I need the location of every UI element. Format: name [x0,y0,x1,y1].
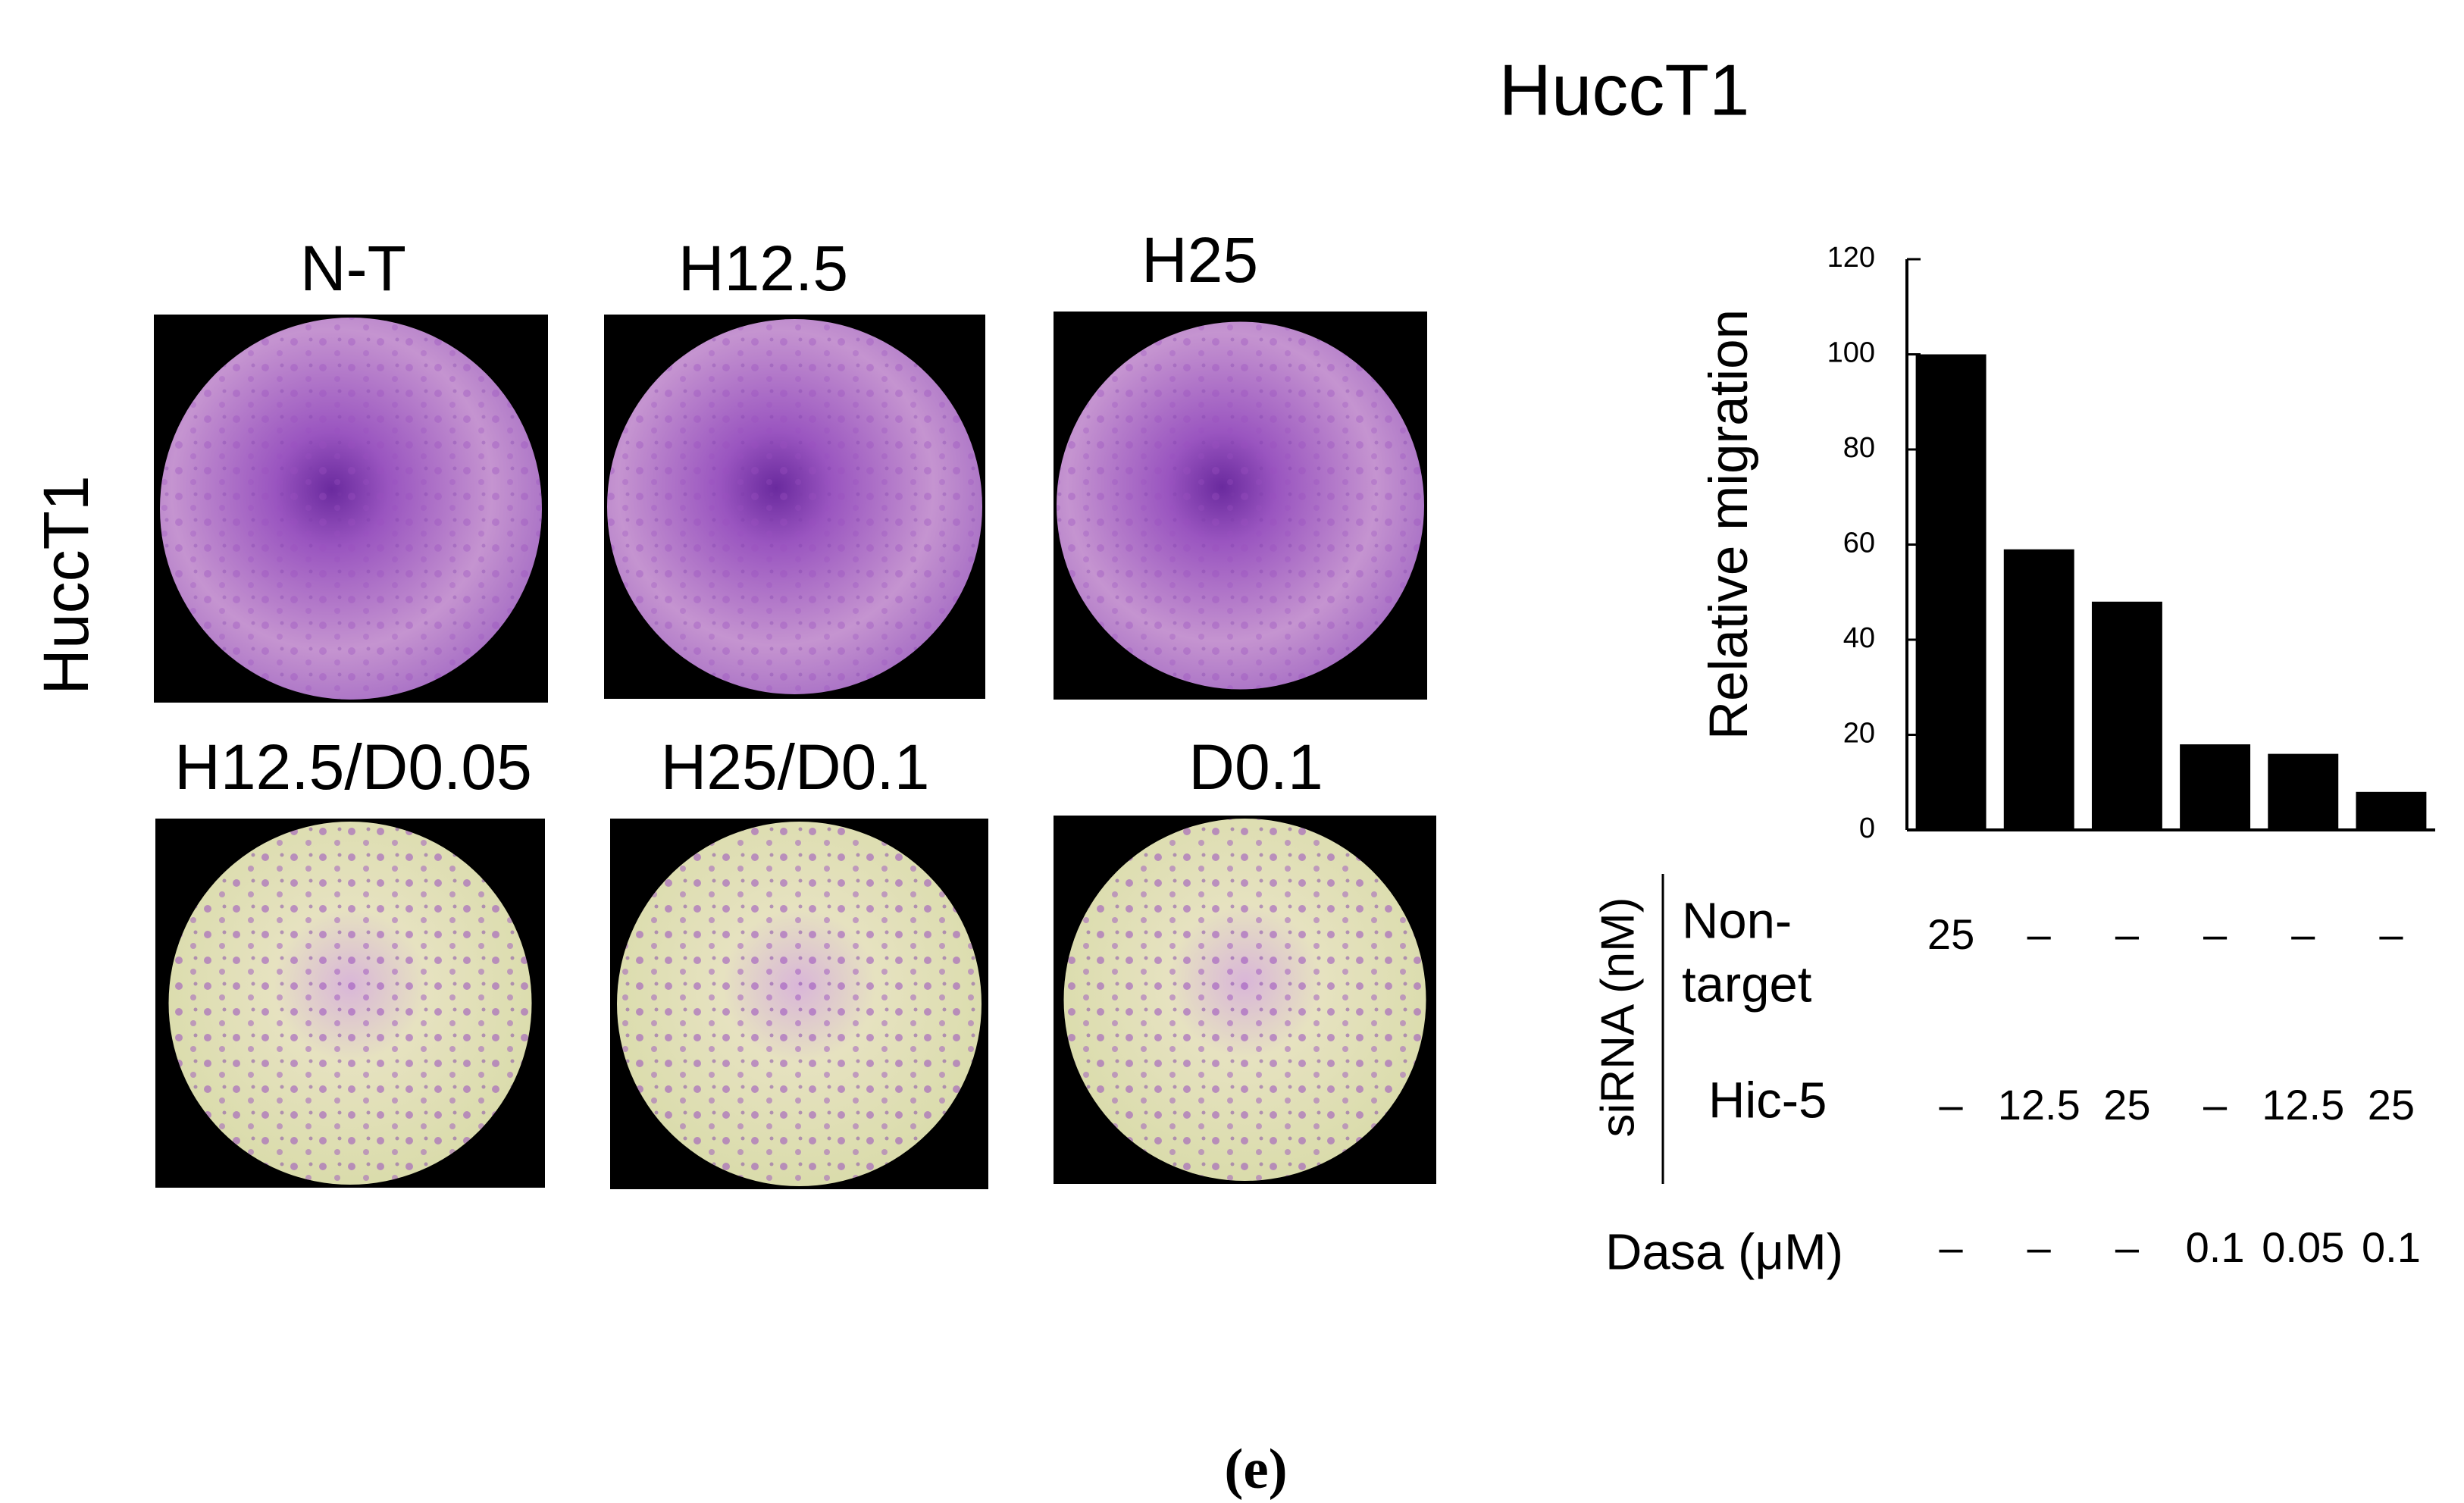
group-label: siRNA (nM) [1592,897,1644,1138]
bar [1915,354,1987,830]
bar [2003,549,2074,830]
cell: 25 [2368,1081,2415,1129]
y-tick-label: 60 [1843,528,1875,559]
micrograph-cells [1063,819,1426,1181]
bar [2180,744,2251,830]
cell: – [2027,1223,2052,1271]
y-tick-label: 100 [1827,337,1875,369]
row-label: Hic-5 [1708,1072,1827,1129]
cell: – [2203,910,2228,958]
cell: 25 [1927,910,1974,958]
cell: 0.1 [2362,1223,2421,1271]
cell: – [2379,910,2403,958]
chart-title: HuccT1 [1499,49,1750,130]
panel-label: H25/D0.1 [661,731,930,803]
panel-label: D0.1 [1188,731,1323,803]
micrograph-cells [617,822,982,1186]
micrograph-cells [168,822,532,1185]
row-label: target [1682,957,1812,1013]
row-label: Non- [1682,893,1792,950]
y-axis-label: Relative migration [1699,309,1759,740]
cell: – [2291,910,2315,958]
bar [2268,753,2339,830]
panel-label: H12.5 [678,233,848,304]
cell: – [2115,1223,2140,1271]
cell: – [2203,1081,2228,1129]
panel-label: H12.5/D0.05 [174,731,532,803]
cell: – [2027,910,2052,958]
bar [2091,601,2162,830]
panel-label: H25 [1141,224,1258,296]
y-tick-label: 20 [1843,718,1875,750]
y-tick-label: 120 [1827,242,1875,274]
micrograph-cells [1057,321,1424,690]
panel-label: N-T [300,233,406,304]
micrograph-cells [160,318,542,700]
caption: (e) [1224,1438,1287,1501]
y-tick-label: 80 [1843,432,1875,464]
cell: – [1940,1081,1964,1129]
bar [2356,791,2427,830]
cell: 12.5 [1998,1081,2080,1129]
cell: 0.05 [2262,1223,2344,1271]
cell: 0.1 [2186,1223,2245,1271]
cell: – [2115,910,2140,958]
row-label: Dasa (μM) [1605,1224,1843,1281]
row-label: HuccT1 [30,475,102,694]
y-tick-label: 0 [1859,813,1875,844]
cell: 25 [2103,1081,2150,1129]
y-tick-label: 40 [1843,622,1875,654]
cell: 12.5 [2262,1081,2344,1129]
cell: – [1940,1223,1964,1271]
micrograph-cells [607,319,982,694]
